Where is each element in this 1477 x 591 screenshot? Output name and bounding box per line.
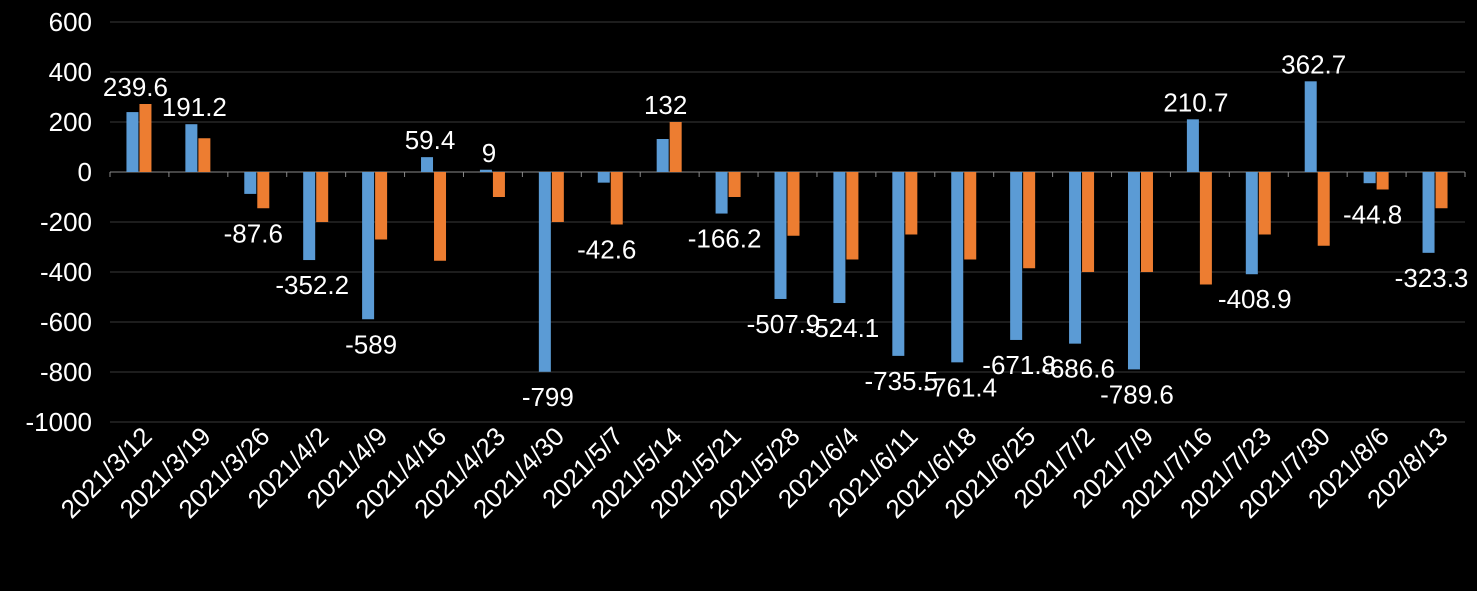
bar-series1	[833, 172, 846, 304]
data-label: -87.6	[224, 218, 283, 248]
bar-series1	[1304, 81, 1317, 172]
bar-series1	[303, 172, 316, 261]
bar-series2	[434, 172, 447, 261]
y-tick-label: -800	[40, 357, 92, 387]
bar-series2	[1435, 172, 1448, 209]
y-tick-label: -1000	[26, 407, 93, 437]
data-label: -761.4	[923, 372, 997, 402]
data-label: -799	[522, 382, 574, 412]
y-tick-label: -600	[40, 307, 92, 337]
bar-series1	[597, 172, 610, 183]
bar-series1	[951, 172, 964, 363]
data-label: 239.6	[103, 72, 168, 102]
bars	[126, 81, 1448, 372]
bar-series1	[1127, 172, 1140, 370]
bar-series2	[316, 172, 329, 222]
data-label: -735.5	[864, 366, 938, 396]
bar-series2	[1199, 172, 1212, 285]
bar-series2	[1082, 172, 1095, 272]
bar-series2	[787, 172, 800, 236]
data-label: 59.4	[405, 125, 456, 155]
bar-series1	[244, 172, 257, 194]
y-tick-label: 400	[49, 57, 92, 87]
bar-series2	[198, 138, 211, 172]
bar-series1	[362, 172, 375, 320]
data-label: 210.7	[1163, 87, 1228, 117]
data-label: -507.9	[747, 309, 821, 339]
bar-series2	[492, 172, 505, 197]
y-tick-label: 200	[49, 107, 92, 137]
bar-series2	[139, 104, 152, 172]
y-tick-label: 0	[78, 157, 92, 187]
data-label: 9	[482, 138, 496, 168]
bar-series1	[421, 157, 434, 172]
data-label: 362.7	[1281, 49, 1346, 79]
bar-series1	[892, 172, 905, 356]
bar-series1	[1245, 172, 1258, 275]
bar-series1	[1069, 172, 1082, 344]
bar-series2	[846, 172, 859, 260]
bar-series1	[1186, 119, 1199, 172]
bar-series2	[1258, 172, 1271, 235]
bar-series2	[1023, 172, 1036, 269]
bar-series1	[656, 139, 669, 172]
bar-series2	[905, 172, 918, 235]
bar-series1	[1010, 172, 1023, 340]
data-label: -789.6	[1100, 379, 1174, 409]
data-label: -44.8	[1343, 200, 1402, 230]
bar-series1	[126, 112, 139, 172]
data-label: 191.2	[162, 92, 227, 122]
y-tick-label: -200	[40, 207, 92, 237]
bar-series2	[964, 172, 977, 260]
bar-series2	[728, 172, 741, 197]
data-label: -42.6	[577, 235, 636, 265]
bar-series1	[1422, 172, 1435, 253]
data-label: -408.9	[1218, 284, 1292, 314]
y-axis: 600 400 200 0 -200 -400 -600 -800 -1000	[26, 7, 93, 437]
bar-series2	[1317, 172, 1330, 246]
data-label: -686.6	[1041, 354, 1115, 384]
bar-series2	[375, 172, 388, 240]
data-label: -524.1	[806, 313, 880, 343]
bar-series1	[715, 172, 728, 214]
bar-series2	[257, 172, 270, 209]
bar-series2	[610, 172, 623, 225]
bar-series1	[479, 169, 492, 172]
bar-series1	[185, 124, 198, 172]
data-label: 132	[644, 90, 687, 120]
bar-series2	[669, 122, 682, 172]
bar-series2	[1140, 172, 1153, 272]
y-tick-label: 600	[49, 7, 92, 37]
bar-series1	[1363, 172, 1376, 184]
data-label: -352.2	[275, 270, 349, 300]
y-tick-label: -400	[40, 257, 92, 287]
data-label: -589	[345, 329, 397, 359]
data-label: -671.8	[982, 350, 1056, 380]
bar-series2	[551, 172, 564, 222]
data-label: -323.3	[1395, 263, 1469, 293]
bar-series1	[774, 172, 787, 299]
bar-series1	[538, 172, 551, 372]
data-label: -166.2	[688, 224, 762, 254]
bar-series2	[1376, 172, 1389, 190]
